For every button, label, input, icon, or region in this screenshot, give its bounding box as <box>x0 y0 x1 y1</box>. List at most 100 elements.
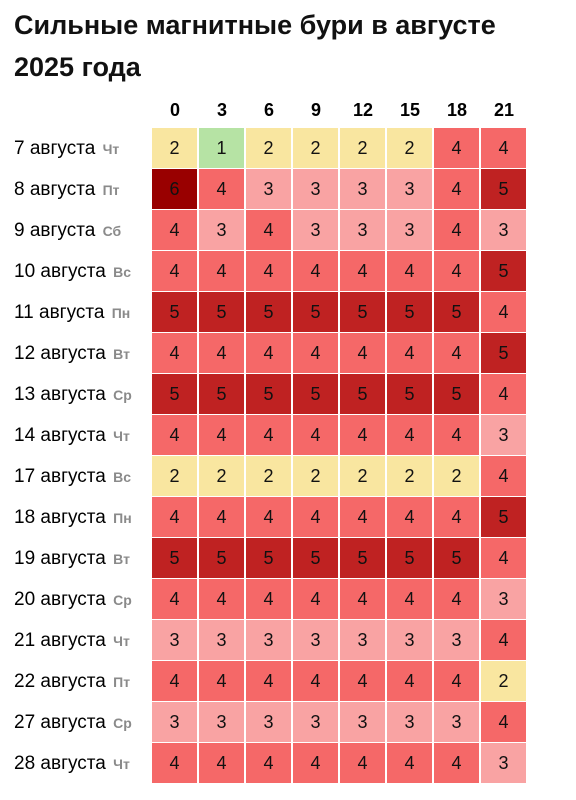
row-label: 21 августа Чт <box>14 620 130 661</box>
heatmap-cell: 4 <box>199 333 244 373</box>
row-date: 21 августа <box>14 630 106 651</box>
row-weekday: Чт <box>102 141 120 157</box>
row-label: 17 августа Вс <box>14 456 131 497</box>
heatmap-cell: 3 <box>246 702 291 742</box>
heatmap-cell: 4 <box>246 333 291 373</box>
row-label: 19 августа Вт <box>14 538 130 579</box>
heatmap-cell: 4 <box>434 210 479 250</box>
heatmap-cell: 4 <box>293 333 338 373</box>
row-date: 10 августа <box>14 261 106 282</box>
heatmap-cell: 5 <box>387 374 432 414</box>
row-label: 10 августа Вс <box>14 251 131 292</box>
column-header: 18 <box>446 100 468 120</box>
heatmap-cell: 4 <box>387 497 432 537</box>
heatmap-cell: 4 <box>199 169 244 209</box>
heatmap-cell: 3 <box>387 169 432 209</box>
heatmap-cell: 4 <box>246 251 291 291</box>
row-label: 11 августа Пн <box>14 292 130 333</box>
heatmap-cell: 4 <box>246 210 291 250</box>
row-date: 13 августа <box>14 384 106 405</box>
heatmap-cell: 4 <box>246 743 291 783</box>
heatmap-cell: 4 <box>387 579 432 619</box>
heatmap-cell: 3 <box>199 210 244 250</box>
row-weekday: Ср <box>113 387 132 403</box>
heatmap-cell: 3 <box>481 415 526 455</box>
heatmap-cell: 3 <box>387 620 432 660</box>
heatmap-cell: 5 <box>246 292 291 332</box>
heatmap-cell: 5 <box>340 292 385 332</box>
row-weekday: Вс <box>113 469 132 485</box>
heatmap-cell: 4 <box>481 374 526 414</box>
heatmap-cell: 3 <box>340 210 385 250</box>
heatmap-cell: 2 <box>387 128 432 168</box>
heatmap-cell: 2 <box>199 456 244 496</box>
row-date: 14 августа <box>14 425 106 446</box>
column-header: 21 <box>493 100 515 120</box>
heatmap-cell: 4 <box>246 661 291 701</box>
heatmap-cell: 4 <box>481 456 526 496</box>
row-date: 7 августа <box>14 138 96 159</box>
heatmap-cell: 3 <box>481 210 526 250</box>
row-weekday: Чт <box>113 428 130 444</box>
heatmap-cell: 4 <box>481 128 526 168</box>
heatmap-cell: 4 <box>246 497 291 537</box>
heatmap-cell: 4 <box>199 579 244 619</box>
heatmap-cell: 5 <box>293 374 338 414</box>
heatmap-cell: 4 <box>340 579 385 619</box>
heatmap-cell: 2 <box>246 128 291 168</box>
heatmap-cell: 4 <box>293 661 338 701</box>
heatmap-cell: 5 <box>387 538 432 578</box>
heatmap-cell: 5 <box>434 292 479 332</box>
heatmap-cell: 4 <box>434 743 479 783</box>
heatmap-cell: 3 <box>387 702 432 742</box>
heatmap-cell: 3 <box>152 702 197 742</box>
heatmap-cell: 4 <box>152 661 197 701</box>
heatmap-cell: 4 <box>340 661 385 701</box>
row-date: 28 августа <box>14 753 106 774</box>
heatmap-cell: 4 <box>293 251 338 291</box>
heatmap-cell: 2 <box>152 456 197 496</box>
heatmap-cell: 3 <box>481 579 526 619</box>
heatmap-cell: 3 <box>199 620 244 660</box>
heatmap-cell: 2 <box>152 128 197 168</box>
row-label: 12 августа Вт <box>14 333 130 374</box>
heatmap-cell: 4 <box>481 702 526 742</box>
column-header: 12 <box>352 100 374 120</box>
heatmap-cell: 2 <box>434 456 479 496</box>
heatmap-cell: 5 <box>340 374 385 414</box>
heatmap-cell: 4 <box>434 497 479 537</box>
row-label: 9 августа Сб <box>14 210 121 251</box>
row-weekday: Ср <box>113 592 132 608</box>
heatmap-cell: 3 <box>199 702 244 742</box>
heatmap-cell: 4 <box>293 497 338 537</box>
heatmap-cell: 2 <box>481 661 526 701</box>
heatmap-cell: 4 <box>434 661 479 701</box>
row-label: 20 августа Ср <box>14 579 132 620</box>
row-label: 7 августа Чт <box>14 128 119 169</box>
chart-title: Сильные магнитные бури в августе 2025 го… <box>14 10 496 82</box>
heatmap-cell: 3 <box>481 743 526 783</box>
heatmap-cell: 4 <box>434 169 479 209</box>
row-date: 19 августа <box>14 548 106 569</box>
heatmap-cell: 3 <box>293 210 338 250</box>
heatmap-cell: 4 <box>434 415 479 455</box>
heatmap-cell: 5 <box>152 374 197 414</box>
row-weekday: Ср <box>113 715 132 731</box>
row-label: 8 августа Пт <box>14 169 119 210</box>
row-weekday: Сб <box>102 223 122 239</box>
heatmap-cell: 4 <box>434 579 479 619</box>
heatmap-cell: 4 <box>199 251 244 291</box>
row-weekday: Пн <box>113 510 132 526</box>
heatmap-cell: 5 <box>481 333 526 373</box>
heatmap-cell: 4 <box>199 497 244 537</box>
heatmap-cell: 2 <box>340 128 385 168</box>
heatmap-cell: 5 <box>199 292 244 332</box>
heatmap-cell: 4 <box>199 661 244 701</box>
heatmap-cell: 6 <box>152 169 197 209</box>
column-header: 6 <box>263 100 274 120</box>
heatmap-cell: 4 <box>340 251 385 291</box>
heatmap-cell: 4 <box>293 415 338 455</box>
heatmap-cell: 3 <box>293 620 338 660</box>
row-weekday: Пт <box>102 182 120 198</box>
heatmap-cell: 5 <box>152 292 197 332</box>
